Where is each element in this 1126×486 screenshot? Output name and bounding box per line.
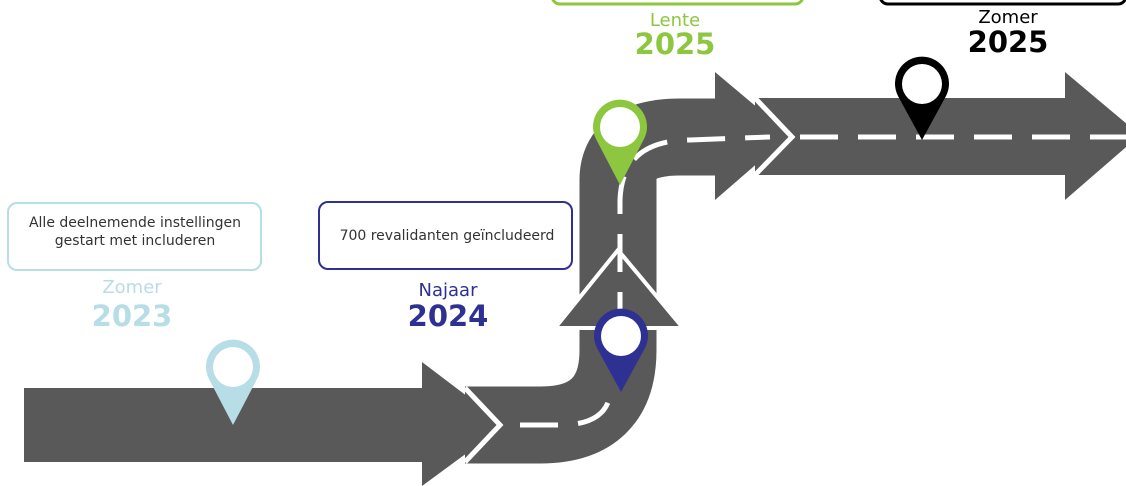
description: 700 revalidanten geïncludeerd: [340, 228, 555, 244]
year: 2024: [408, 299, 489, 333]
pin-hole: [600, 107, 640, 147]
description: gestart met includeren: [55, 233, 215, 249]
road: [24, 72, 1126, 486]
year: 2023: [92, 299, 173, 333]
year: 2025: [968, 25, 1049, 59]
pin-hole: [902, 64, 942, 104]
pin-hole: [601, 316, 641, 356]
season: Zomer: [102, 277, 162, 298]
season: Najaar: [419, 280, 479, 301]
description-box: [551, 0, 804, 6]
season: Zomer: [978, 7, 1038, 28]
description-box: [318, 201, 573, 270]
description-box: [7, 202, 262, 271]
season: Lente: [650, 10, 700, 31]
year: 2025: [635, 27, 716, 61]
description-box: [879, 0, 1126, 6]
pin-hole: [213, 347, 253, 387]
description: Alle deelnemende instellingen: [29, 215, 241, 231]
